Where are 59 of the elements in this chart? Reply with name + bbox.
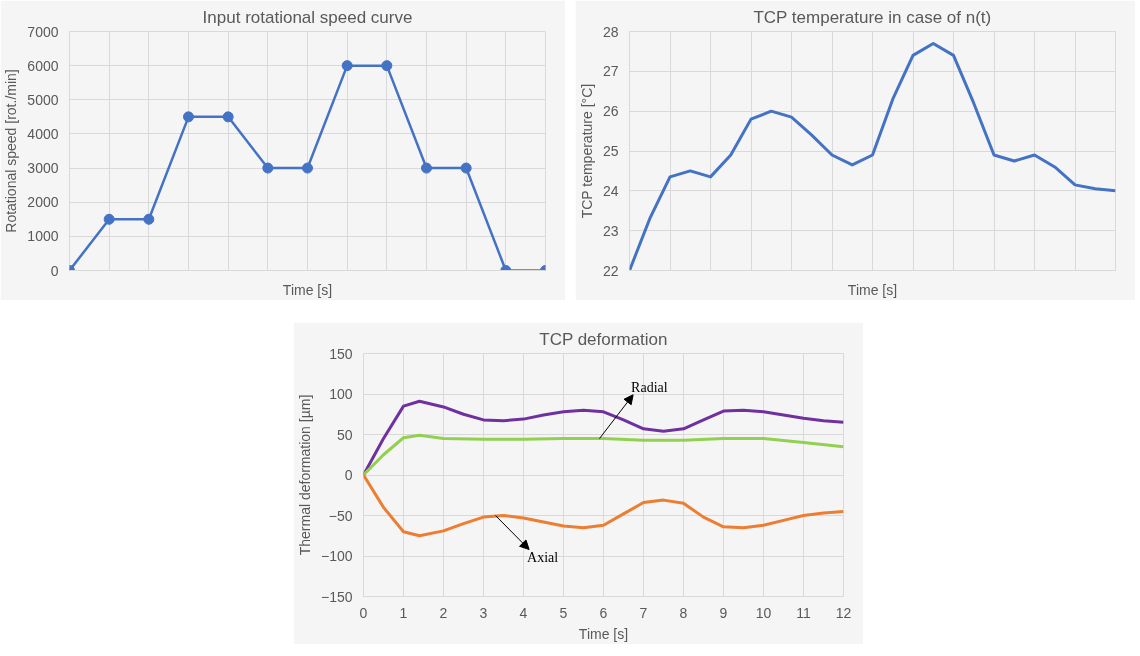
annotation: Radial bbox=[631, 379, 668, 395]
y-axis-title: TCP temperature [°C] bbox=[578, 83, 595, 219]
y-axis-title: Thermal deformation [µm] bbox=[296, 394, 313, 556]
y-tick-label: 25 bbox=[602, 143, 619, 159]
y-tick-label: 24 bbox=[602, 182, 619, 199]
x-axis-title: Time [s] bbox=[847, 281, 898, 298]
point bbox=[103, 213, 115, 225]
y-tick-label: 27 bbox=[602, 63, 619, 80]
x-tick-label: 8 bbox=[679, 604, 688, 621]
chart-title: TCP deformation bbox=[539, 329, 668, 349]
y-tick-label: 3000 bbox=[27, 160, 59, 177]
point bbox=[460, 162, 472, 174]
y-tick-label: 28 bbox=[602, 23, 619, 40]
y-tick-label: 22 bbox=[602, 262, 619, 279]
x-tick-label: 6 bbox=[599, 604, 608, 621]
x-tick-label: 7 bbox=[639, 604, 648, 621]
x-tick-label: 2 bbox=[439, 604, 448, 621]
x-tick-label: 12 bbox=[835, 604, 852, 621]
y-tick-label: 4000 bbox=[27, 125, 59, 142]
point bbox=[381, 60, 393, 72]
chart-title: Input rotational speed curve bbox=[202, 7, 413, 27]
x-axis-title: Time [s] bbox=[578, 625, 629, 642]
y-tick-label: 6000 bbox=[27, 57, 59, 74]
y-tick-label: 26 bbox=[602, 103, 619, 120]
y-tick-label: 23 bbox=[602, 222, 619, 239]
line-series bbox=[363, 473, 844, 538]
point bbox=[302, 162, 313, 174]
x-tick-label: 1 bbox=[399, 604, 408, 621]
x-tick-label: 0 bbox=[359, 604, 368, 621]
line-series bbox=[629, 41, 1116, 271]
x-axis-title: Time [s] bbox=[282, 281, 333, 298]
point bbox=[341, 60, 353, 72]
point bbox=[183, 111, 194, 123]
y-tick-label: 100 bbox=[329, 386, 353, 402]
y-axis-title: Rotational speed [rot./min] bbox=[3, 69, 20, 233]
x-tick-label: 4 bbox=[519, 604, 528, 621]
annotation: Axial bbox=[527, 549, 559, 565]
point bbox=[143, 213, 155, 225]
y-tick-label: 2000 bbox=[27, 194, 59, 211]
y-tick-label: 5000 bbox=[27, 91, 59, 108]
y-tick-label: 0 bbox=[50, 262, 59, 279]
y-tick-label: −100 bbox=[320, 548, 353, 564]
y-tick-label: 1000 bbox=[27, 228, 59, 245]
y-tick-label: −150 bbox=[320, 588, 353, 605]
point bbox=[262, 162, 274, 174]
x-tick-label: 5 bbox=[559, 604, 568, 621]
y-tick-label: 50 bbox=[336, 426, 353, 443]
point bbox=[421, 162, 432, 174]
chart-title: TCP temperature in case of n(t) bbox=[753, 7, 992, 27]
x-tick-label: 10 bbox=[755, 604, 772, 621]
point bbox=[222, 111, 234, 123]
line-series bbox=[363, 433, 844, 477]
y-tick-label: 7000 bbox=[27, 23, 59, 40]
y-tick-label: −50 bbox=[328, 507, 353, 524]
x-tick-label: 3 bbox=[479, 604, 488, 621]
y-tick-label: 0 bbox=[344, 467, 353, 483]
x-tick-label: 9 bbox=[719, 604, 728, 621]
x-tick-label: 11 bbox=[796, 604, 811, 621]
y-tick-label: 150 bbox=[329, 345, 353, 362]
